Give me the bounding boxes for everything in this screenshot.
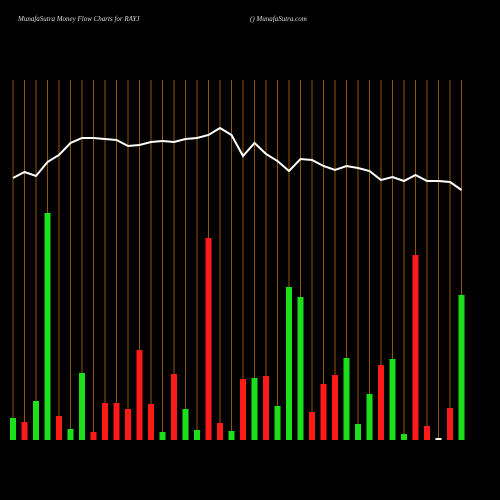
bar: [194, 430, 200, 440]
bar: [102, 403, 108, 440]
bar: [67, 429, 74, 440]
bar: [56, 416, 62, 440]
bar: [228, 431, 235, 440]
bar: [263, 376, 269, 440]
bar: [424, 426, 430, 440]
bar: [251, 378, 258, 440]
bar: [205, 238, 212, 440]
bar: [182, 409, 189, 440]
bar: [274, 406, 281, 440]
bar: [447, 408, 453, 440]
bar: [320, 384, 327, 440]
bar: [90, 432, 97, 440]
money-flow-line: [12, 126, 463, 191]
bar: [401, 434, 407, 440]
bar: [435, 438, 442, 440]
bar: [389, 359, 396, 440]
chart-title: MunafaSutra Money Flow Charts for RAYJ: [17, 15, 140, 23]
bar: [343, 358, 350, 440]
bar: [309, 412, 315, 440]
chart-subtitle: () MunafaSutra.com: [250, 15, 307, 23]
bar: [79, 373, 85, 440]
bar: [286, 287, 292, 440]
bar: [217, 423, 223, 440]
bar: [171, 374, 177, 440]
bar: [33, 401, 39, 440]
bar: [21, 422, 28, 440]
bar: [148, 404, 154, 440]
bar: [44, 213, 51, 440]
bar: [125, 409, 131, 440]
bar: [297, 297, 304, 440]
bar: [10, 418, 16, 440]
bar: [332, 375, 338, 440]
bar: [458, 295, 465, 440]
bar: [366, 394, 373, 440]
bar: [240, 379, 246, 440]
bar: [159, 432, 166, 440]
bar: [412, 255, 419, 440]
bar: [136, 350, 143, 440]
bar: [113, 403, 120, 440]
bar: [355, 424, 361, 440]
bar: [378, 365, 384, 440]
